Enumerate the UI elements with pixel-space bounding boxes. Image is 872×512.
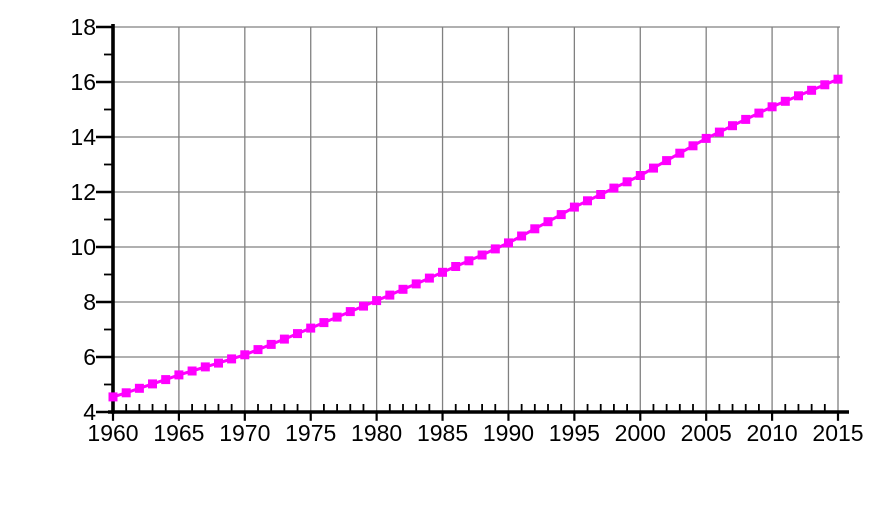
y-tick-label: 12 [70, 179, 96, 205]
data-point-marker [134, 383, 144, 393]
data-point-marker [227, 354, 237, 364]
data-point-marker [662, 156, 672, 166]
data-point-marker [306, 323, 316, 333]
x-tick-label: 2015 [812, 420, 863, 446]
data-point-marker [767, 102, 777, 112]
data-point-marker [649, 163, 658, 173]
x-tick-label: 2010 [747, 420, 798, 446]
data-point-marker [253, 345, 263, 355]
data-point-marker [530, 224, 540, 234]
data-point-marker [411, 279, 421, 289]
x-tick-label: 1990 [483, 420, 534, 446]
y-tick-label: 8 [83, 289, 96, 315]
data-point-marker [754, 108, 764, 118]
data-point-marker [345, 307, 355, 317]
data-point-marker [622, 177, 632, 187]
x-tick-label: 1975 [285, 420, 336, 446]
data-point-marker [635, 171, 645, 180]
data-point-marker [372, 296, 382, 306]
data-point-marker [108, 392, 118, 402]
x-tick-label: 1980 [351, 420, 402, 446]
y-tick-label: 10 [70, 234, 96, 260]
data-point-marker [833, 74, 843, 84]
data-point-marker [438, 267, 447, 277]
data-point-marker [556, 210, 566, 220]
y-tick-label: 16 [70, 69, 96, 95]
x-tick-label: 1965 [153, 420, 204, 446]
x-tick-label: 1960 [87, 420, 138, 446]
data-point-marker [543, 217, 553, 227]
data-point-marker [293, 329, 302, 339]
data-point-marker [583, 196, 592, 206]
data-point-marker [398, 284, 408, 294]
data-point-marker [451, 262, 461, 271]
data-point-marker [385, 290, 395, 300]
data-point-marker [820, 80, 830, 90]
y-tick-label: 18 [70, 14, 96, 40]
x-tick-label: 1970 [219, 420, 270, 446]
data-point-marker [332, 312, 342, 322]
x-tick-label: 1985 [417, 420, 468, 446]
data-point-marker [161, 375, 171, 385]
data-point-marker [569, 202, 579, 212]
data-point-marker [807, 85, 817, 95]
x-tick-label: 2000 [615, 420, 666, 446]
data-point-marker [688, 141, 698, 151]
y-tick-label: 14 [70, 124, 96, 150]
y-tick-label: 4 [83, 399, 96, 425]
data-point-marker [148, 379, 157, 389]
data-point-marker [596, 190, 606, 199]
data-point-marker [187, 366, 197, 376]
data-point-marker [200, 362, 210, 372]
y-tick-label: 6 [83, 344, 96, 370]
data-point-marker [174, 370, 184, 380]
data-point-marker [609, 183, 619, 193]
data-point-marker [464, 256, 474, 266]
data-point-marker [504, 238, 513, 248]
data-point-marker [794, 91, 803, 101]
data-point-marker [279, 334, 289, 344]
data-point-marker [780, 96, 790, 106]
data-point-marker [319, 318, 329, 328]
data-point-marker [214, 358, 223, 368]
data-point-marker [424, 273, 434, 283]
x-tick-label: 1995 [549, 420, 600, 446]
data-point-marker [359, 301, 368, 311]
data-point-marker [266, 339, 276, 349]
data-point-marker [477, 250, 487, 260]
data-point-marker [517, 231, 527, 241]
data-point-marker [490, 244, 500, 254]
data-point-marker [701, 133, 711, 143]
data-point-marker [741, 114, 751, 124]
data-point-marker [714, 127, 724, 137]
data-point-marker [121, 388, 131, 398]
x-tick-label: 2005 [681, 420, 732, 446]
data-point-marker [240, 350, 250, 360]
data-point-marker [728, 121, 737, 131]
data-point-marker [675, 148, 685, 158]
